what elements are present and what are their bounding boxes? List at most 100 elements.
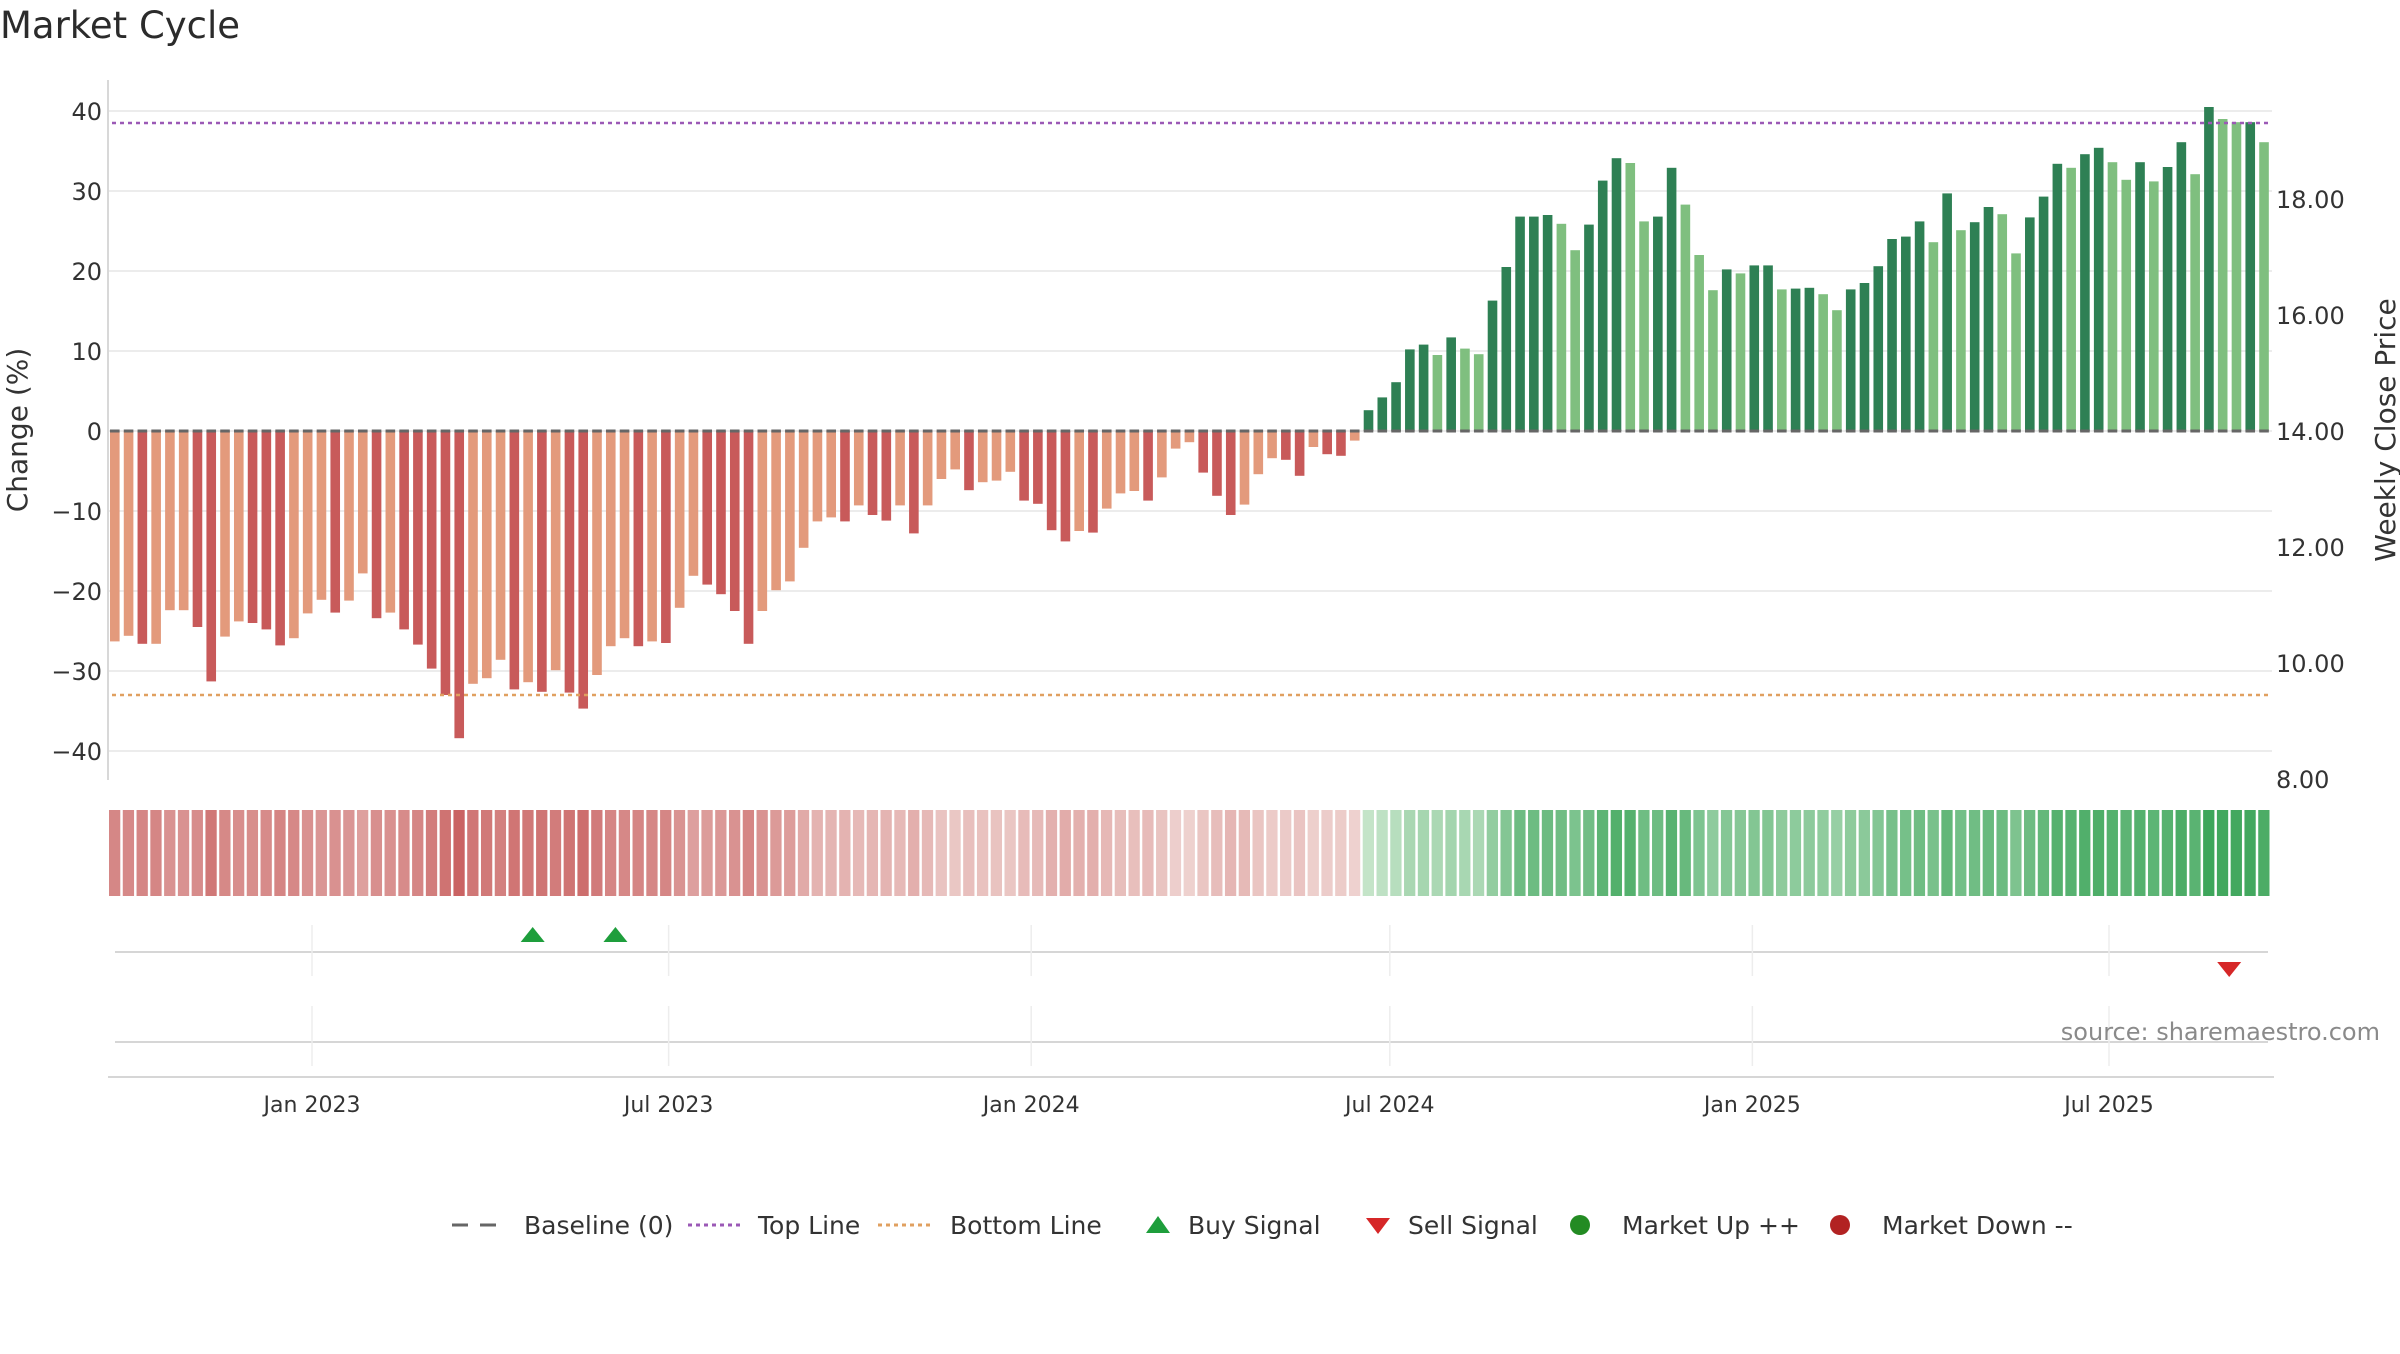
- heat-strip-cell: [2120, 810, 2132, 896]
- bar: [798, 431, 809, 548]
- heat-strip-cell: [1596, 810, 1609, 896]
- bar: [275, 431, 285, 646]
- heat-strip-cell: [2230, 810, 2242, 896]
- heat-strip-cell: [577, 810, 589, 896]
- heat-strip-cell: [839, 810, 851, 896]
- bar: [289, 431, 299, 639]
- bar: [964, 431, 974, 491]
- heat-strip-cell: [1486, 810, 1498, 896]
- bar: [371, 431, 382, 619]
- heat-strip-cell: [356, 810, 369, 896]
- bar: [1377, 397, 1388, 431]
- bar: [1611, 158, 1622, 431]
- heat-strip-cell: [2065, 810, 2077, 896]
- heat-strip-cell: [1541, 810, 1554, 896]
- bar: [1997, 214, 2008, 431]
- bar: [550, 431, 561, 671]
- heat-strip-cell: [646, 810, 658, 896]
- heat-strip-cell: [618, 810, 631, 896]
- heat-strip-cell: [1528, 810, 1540, 896]
- bar: [2080, 154, 2090, 431]
- heat-strip-cell: [1858, 810, 1870, 896]
- bar: [716, 431, 726, 595]
- bar: [991, 431, 1002, 481]
- heat-strip-cell: [2161, 810, 2174, 896]
- heat-strip-cell: [1955, 810, 1967, 896]
- heat-strip-cell: [1224, 810, 1237, 896]
- bar: [1942, 193, 1952, 431]
- heat-strip-cell: [1431, 810, 1443, 896]
- bar: [592, 431, 602, 675]
- bar: [2011, 253, 2021, 431]
- heat-strip-cell: [660, 810, 672, 896]
- heat-strip-cell: [963, 810, 975, 896]
- heat-strip-cell: [1679, 810, 1691, 896]
- heat-strip-cell: [1624, 810, 1636, 896]
- bar: [233, 431, 244, 622]
- heat-strip-cell: [536, 810, 548, 896]
- bar: [537, 431, 547, 692]
- bar: [1225, 431, 1236, 515]
- bar: [936, 431, 947, 479]
- heat-strip-cell: [439, 810, 451, 896]
- bar: [1046, 431, 1057, 531]
- heat-strip-cell: [1293, 810, 1306, 896]
- heat-strip-cell: [811, 810, 823, 896]
- heat-strip-cell: [1776, 810, 1788, 896]
- heat-strip-cell: [1734, 810, 1746, 896]
- bar: [2107, 162, 2118, 431]
- bar: [702, 431, 713, 585]
- heat-strip-cell: [1913, 810, 1926, 896]
- bar: [647, 431, 657, 642]
- bar: [1005, 431, 1016, 472]
- bar: [2066, 167, 2076, 432]
- heat-strip-cell: [1100, 810, 1113, 896]
- bar: [826, 431, 837, 518]
- bar: [950, 431, 961, 470]
- heat-strip-cell: [742, 810, 755, 896]
- left-tick-label-2: 20: [71, 258, 102, 286]
- bar: [1515, 216, 1525, 431]
- left-tick-label-4: 0: [87, 418, 102, 446]
- heat-strip-cell: [2189, 810, 2201, 896]
- bar: [151, 431, 161, 644]
- bar: [495, 431, 506, 660]
- heat-strip-cell: [370, 810, 383, 896]
- heat-strip-cell: [673, 810, 686, 896]
- heat-strip-cell: [1665, 810, 1678, 896]
- legend-label-6: Market Down --: [1882, 1211, 2073, 1240]
- bar: [1101, 431, 1112, 509]
- bar: [674, 431, 685, 608]
- bar: [426, 431, 437, 669]
- legend-symbol-market-down: [1830, 1215, 1850, 1235]
- bar: [2025, 217, 2035, 431]
- heat-strip-cell: [825, 810, 837, 896]
- heat-strip-cell: [687, 810, 699, 896]
- heat-strip-cell: [2024, 810, 2036, 896]
- heat-strip-cell: [508, 810, 520, 896]
- bar: [977, 431, 988, 483]
- bar: [1473, 354, 1484, 431]
- legend-symbol-buy: [1146, 1216, 1170, 1233]
- bar: [2052, 163, 2063, 432]
- bar: [867, 431, 878, 515]
- left-tick-label-6: −20: [51, 578, 102, 606]
- heat-strip-cell: [398, 810, 410, 896]
- heat-strip-cell: [701, 810, 713, 896]
- bar: [2259, 142, 2269, 431]
- heat-strip-cell: [1569, 810, 1581, 896]
- heat-strip-cell: [770, 810, 782, 896]
- heat-strip-cell: [1390, 810, 1402, 896]
- bar: [1901, 236, 1911, 431]
- heat-strip-cell: [219, 810, 231, 896]
- bar: [481, 431, 492, 679]
- bar: [1253, 431, 1264, 475]
- legend-label-0: Baseline (0): [524, 1211, 673, 1240]
- heat-strip-cell: [2258, 810, 2270, 896]
- bar: [1556, 223, 1567, 431]
- heat-strip-cell: [260, 810, 272, 896]
- bar: [1859, 283, 1870, 431]
- heat-strip-cell: [1583, 810, 1595, 896]
- heat-strip-cell: [2051, 810, 2063, 896]
- heat-strip-cell: [866, 810, 879, 896]
